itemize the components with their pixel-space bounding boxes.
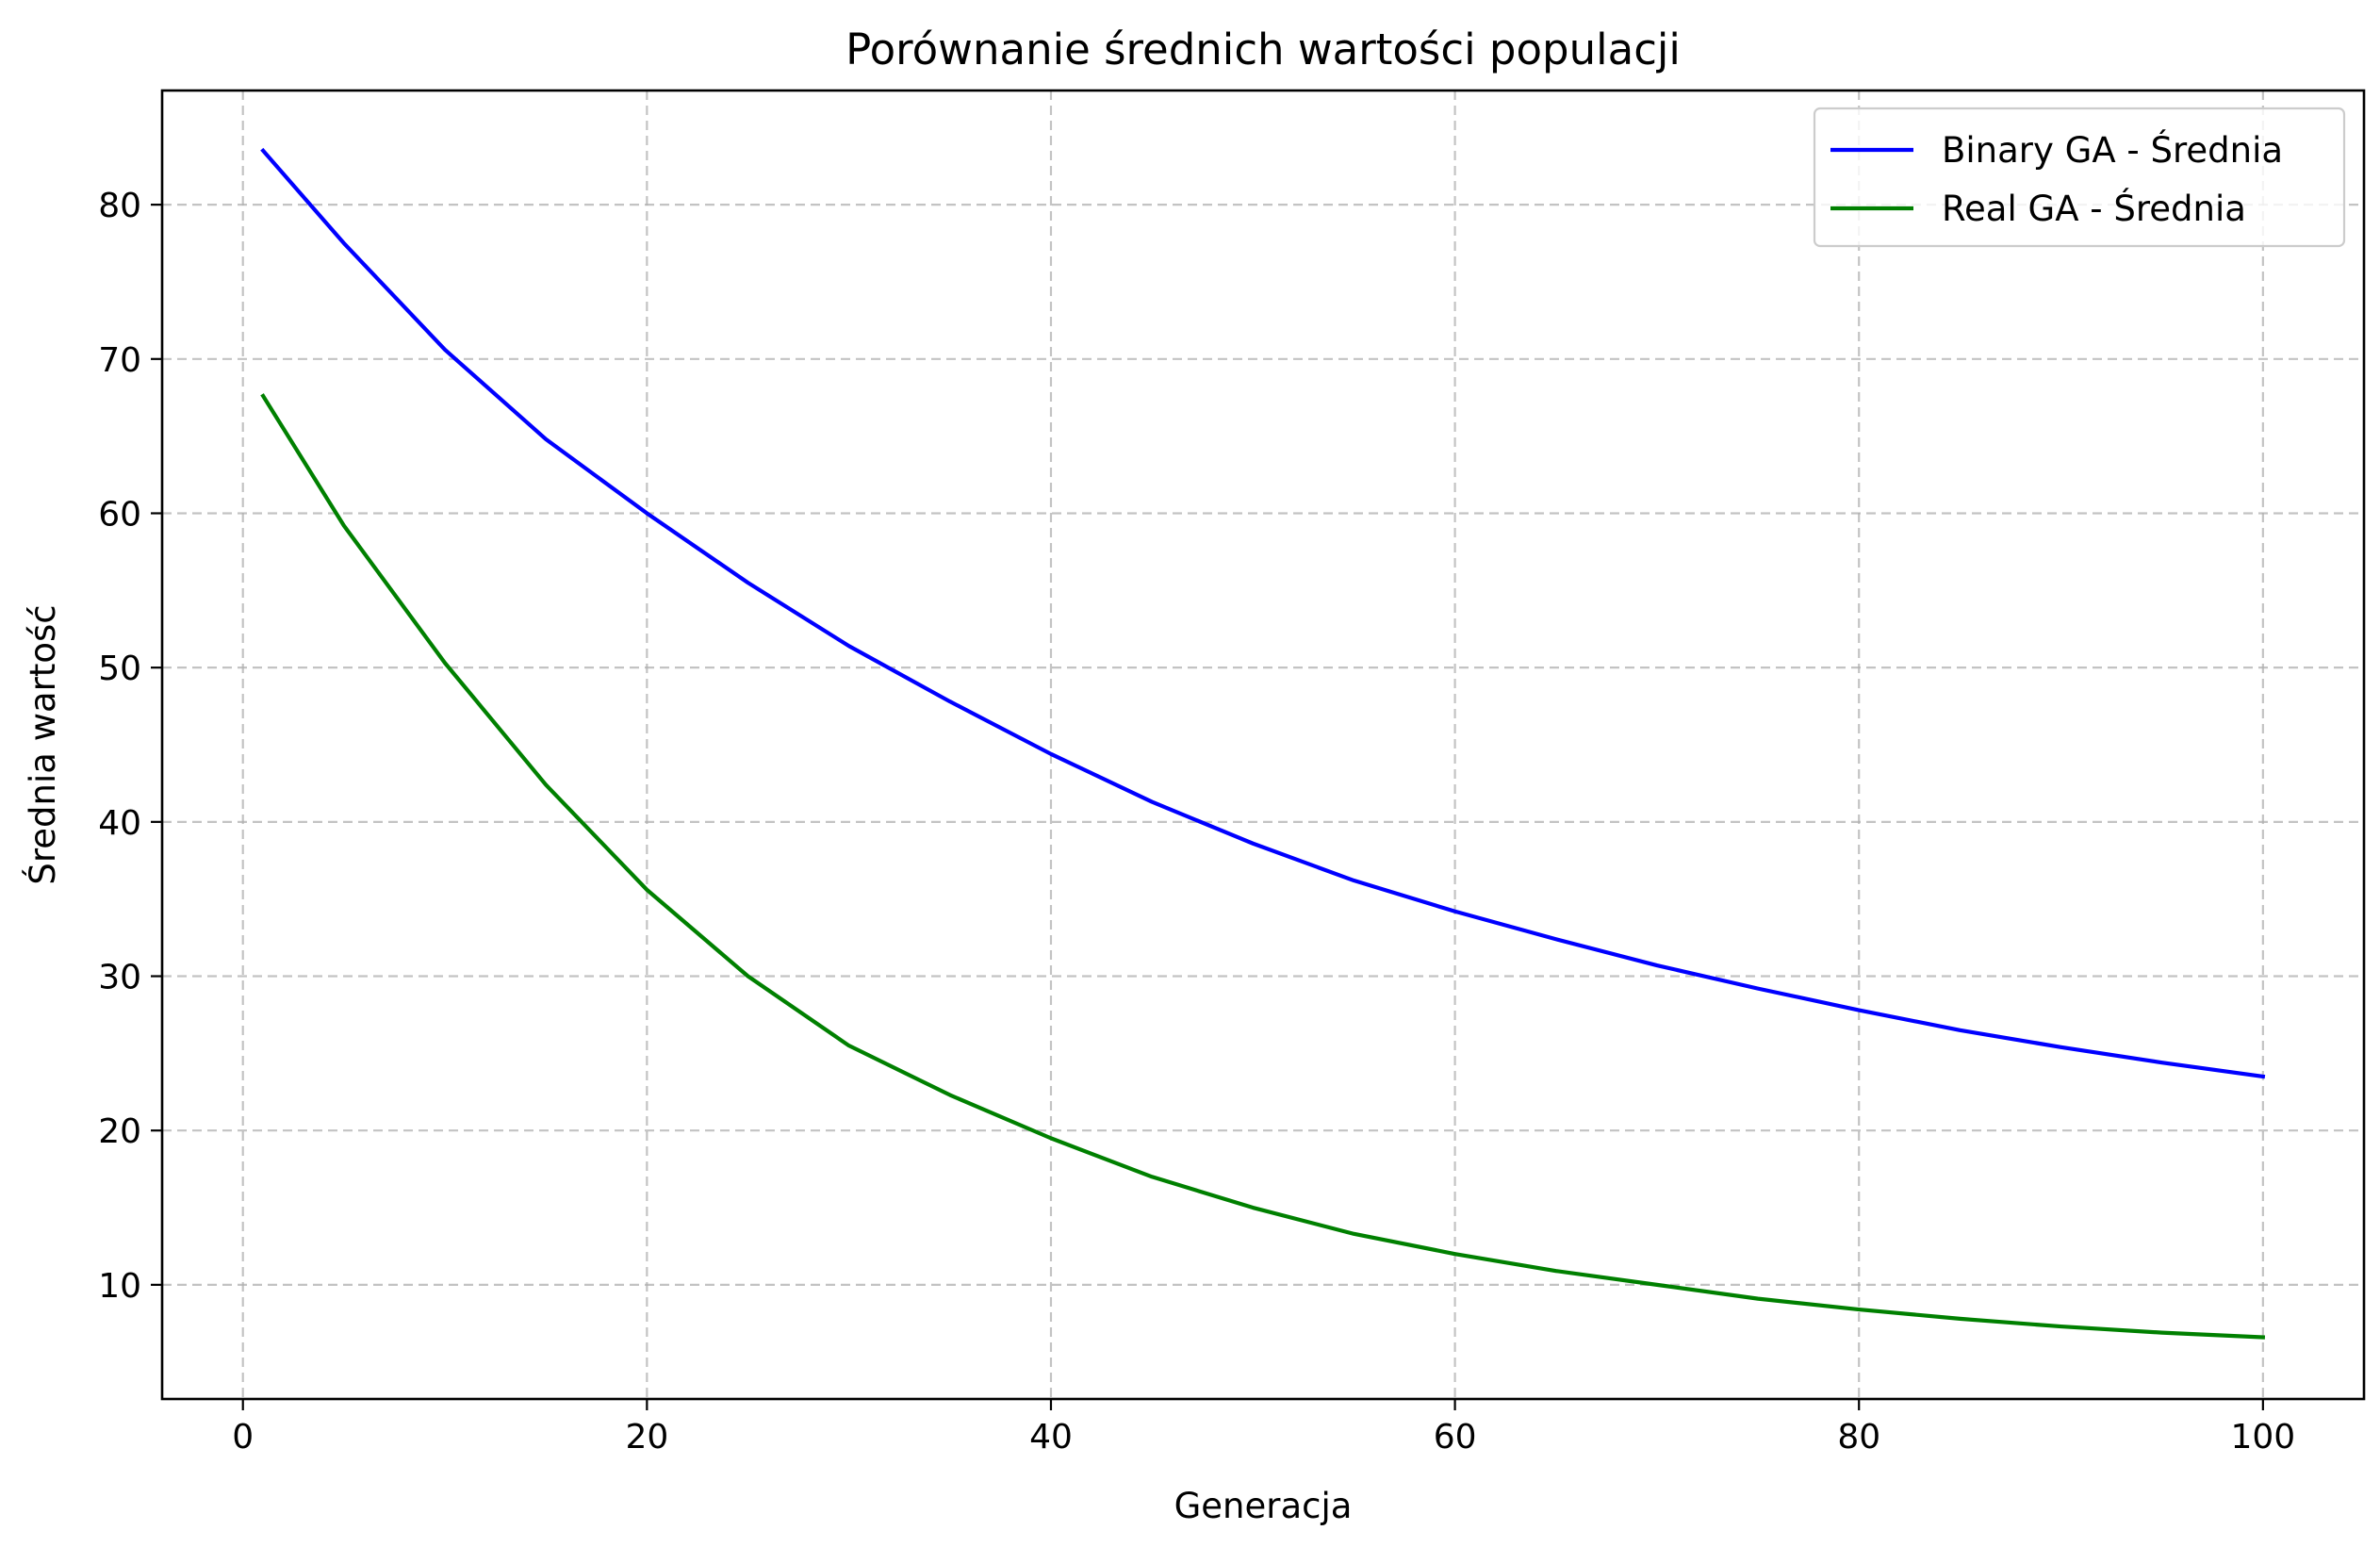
axis-ticks: 0 20 40 60 80 100 10 20 30 40 50 60 70 80	[98, 187, 2295, 1456]
legend: Binary GA - Średnia Real GA - Średnia	[1813, 107, 2346, 248]
y-tick-label: 30	[98, 959, 141, 997]
y-tick-label: 10	[98, 1267, 141, 1306]
series-lines	[260, 147, 2266, 1340]
y-tick-label: 80	[98, 187, 141, 225]
plot-frame	[160, 89, 2366, 1401]
x-axis-label: Generacja	[1174, 1486, 1353, 1526]
x-tick-label: 60	[1434, 1418, 1477, 1456]
legend-box	[1813, 107, 2346, 248]
y-tick-label: 20	[98, 1112, 141, 1151]
grid	[162, 91, 2364, 1399]
legend-label-2: Real GA - Średnia	[1942, 188, 2246, 229]
series-line-1	[260, 147, 2266, 1079]
chart-title: Porównanie średnich wartości populacji	[845, 25, 1681, 74]
y-axis-label: Średnia wartość	[22, 604, 63, 884]
x-tick-label: 80	[1837, 1418, 1880, 1456]
y-tick-label: 40	[98, 804, 141, 843]
x-tick-label: 40	[1029, 1418, 1073, 1456]
series-line-2	[260, 393, 2266, 1340]
y-tick-label: 50	[98, 650, 141, 688]
x-tick-label: 0	[232, 1418, 254, 1456]
legend-label-1: Binary GA - Średnia	[1942, 129, 2283, 171]
x-tick-label: 20	[625, 1418, 668, 1456]
y-tick-label: 60	[98, 495, 141, 534]
x-tick-label: 100	[2230, 1418, 2295, 1456]
y-tick-label: 70	[98, 341, 141, 380]
